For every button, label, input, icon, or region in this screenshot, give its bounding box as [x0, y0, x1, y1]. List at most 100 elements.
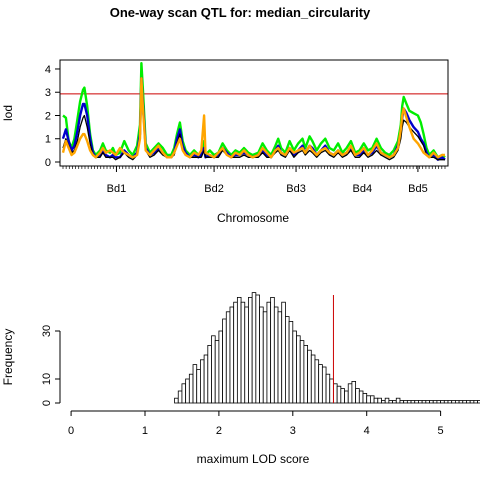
hist-bar — [347, 383, 353, 404]
hist-bar — [414, 400, 419, 404]
hist-bar — [377, 397, 382, 404]
hist-bar — [273, 306, 279, 404]
hist-x-tick-label: 3 — [290, 425, 296, 437]
hist-y-axis: 0 10 30 — [41, 325, 61, 406]
hist-bar — [406, 400, 412, 404]
hist-bar — [270, 296, 275, 404]
hist-bar — [296, 335, 301, 404]
hist-bar — [358, 390, 364, 404]
hist-y-tick-label: 10 — [41, 373, 53, 385]
lod-y-axis-label: lod — [1, 105, 15, 121]
hist-bar — [318, 364, 323, 404]
hist-bar — [277, 311, 283, 404]
hist-bar — [222, 318, 227, 404]
hist-bar — [285, 316, 290, 404]
hist-bar — [403, 400, 408, 404]
lod-x-axis: Bd1 Bd2 Bd3 Bd4 Bd5 — [62, 166, 446, 195]
hist-bar — [373, 397, 379, 404]
hist-bar — [425, 400, 430, 404]
hist-bar — [185, 378, 190, 404]
hist-y-tick-label: 0 — [41, 400, 53, 406]
hist-y-tick-label: 30 — [41, 325, 53, 337]
lod-chrom-label: Bd1 — [107, 183, 127, 195]
hist-bar — [218, 330, 223, 404]
hist-x-tick-label: 4 — [364, 425, 370, 437]
hist-bar — [292, 330, 297, 404]
hist-bar — [418, 400, 423, 404]
hist-bar — [421, 400, 427, 404]
hist-bar — [477, 400, 480, 404]
hist-x-axis-label: maximum LOD score — [197, 452, 310, 466]
hist-bar — [429, 400, 434, 404]
lod-chrom-label: Bd4 — [353, 183, 373, 195]
hist-bar — [410, 400, 416, 404]
hist-bar — [251, 292, 257, 404]
hist-bar — [207, 344, 212, 404]
lod-y-tick-label: 4 — [45, 64, 51, 76]
hist-bar — [395, 397, 401, 404]
hist-bar — [440, 400, 445, 404]
hist-bar — [236, 296, 242, 404]
hist-bar — [255, 294, 260, 404]
hist-bar — [392, 400, 397, 404]
hist-bar — [388, 400, 393, 404]
hist-bar — [248, 296, 253, 404]
lod-series-line-2 — [62, 86, 445, 161]
lod-chrom-label: Bd2 — [204, 183, 224, 195]
hist-bar — [233, 301, 238, 404]
lod-y-tick-label: 3 — [45, 87, 51, 99]
hist-bar — [259, 306, 264, 404]
lod-y-tick-label: 0 — [45, 157, 51, 169]
hist-bar — [225, 311, 231, 404]
hist-bar — [314, 359, 320, 404]
hist-bar — [336, 385, 342, 404]
hist-bar — [211, 335, 216, 404]
hist-bar — [351, 380, 357, 404]
hist-x-tick-label: 0 — [68, 425, 74, 437]
hist-bar — [321, 366, 327, 404]
hist-bar — [381, 400, 386, 404]
lod-x-axis-label: Chromosome — [217, 211, 289, 225]
hist-bar — [329, 378, 334, 404]
hist-bar — [229, 306, 235, 404]
hist-bar — [344, 390, 349, 404]
hist-bar — [266, 301, 272, 404]
hist-bar — [462, 400, 467, 404]
hist-bar — [399, 400, 405, 404]
hist-bar — [432, 400, 438, 404]
lod-chrom-label: Bd5 — [408, 183, 428, 195]
hist-bar — [333, 383, 338, 404]
hist-bar — [454, 400, 460, 404]
lod-y-tick-label: 1 — [45, 134, 51, 146]
hist-bar — [307, 349, 312, 404]
hist-bar — [303, 344, 308, 404]
lod-series-line-3 — [61, 77, 445, 159]
hist-bar — [473, 400, 478, 404]
hist-x-axis: 0 1 2 3 4 5 — [68, 410, 444, 437]
lod-scan-panel: 0 1 2 3 4 Bd1 Bd2 Bd3 Bd4 Bd5 Chromosome lod — [1, 59, 449, 225]
lod-y-axis: 0 1 2 3 4 — [45, 64, 60, 169]
hist-bar — [310, 354, 316, 404]
lod-plot-frame — [59, 59, 449, 167]
hist-bar — [281, 301, 286, 404]
hist-bar — [174, 397, 179, 404]
hist-bar — [196, 368, 201, 404]
hist-bar — [466, 400, 471, 404]
hist-bar — [188, 373, 194, 404]
hist-bar — [325, 373, 331, 404]
figure-title: One-way scan QTL for: median_circularity — [110, 5, 371, 20]
lod-series-line-0 — [62, 62, 446, 159]
hist-bar — [469, 400, 475, 404]
hist-bar — [447, 400, 453, 404]
hist-bar — [288, 320, 294, 404]
hist-bar — [436, 400, 442, 404]
lod-y-tick-label: 2 — [45, 110, 51, 122]
hist-bar — [451, 400, 456, 404]
hist-bar — [181, 383, 187, 404]
hist-bar — [362, 392, 368, 404]
hist-bar — [244, 306, 249, 404]
hist-bar — [192, 364, 198, 404]
hist-bar — [299, 340, 305, 404]
hist-bar — [203, 354, 209, 404]
